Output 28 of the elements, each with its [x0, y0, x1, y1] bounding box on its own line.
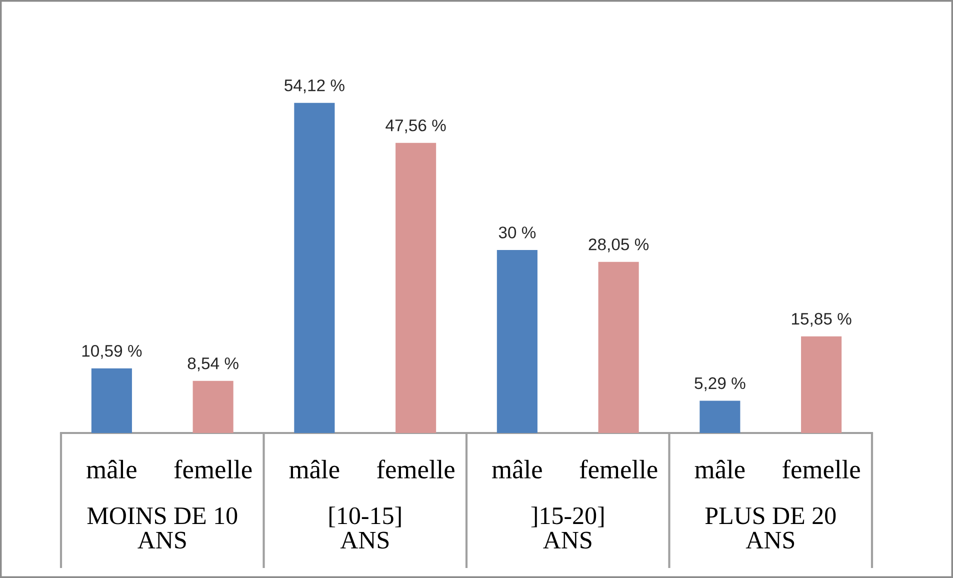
- bar: [801, 336, 842, 433]
- text: mâle: [694, 460, 745, 478]
- text: femelle: [377, 460, 454, 478]
- data-label: 10,59 %: [82, 344, 142, 359]
- data-label: 8,54 %: [188, 357, 238, 372]
- data-label: 5,29 %: [694, 377, 746, 392]
- x-tick-label: MOINS DE 10 ANS: [87, 507, 238, 549]
- bar: [294, 102, 335, 433]
- series-label: mâle: [492, 460, 542, 478]
- bar: [192, 380, 234, 433]
- bar: [91, 368, 132, 433]
- bar: [598, 262, 639, 433]
- data-label: 28,05 %: [588, 238, 649, 252]
- bar: [496, 250, 538, 433]
- text: mâle: [289, 460, 340, 478]
- text: femelle: [782, 460, 860, 478]
- data-label: 47,56 %: [386, 119, 446, 134]
- data-label: 30 %: [498, 226, 536, 238]
- bar: [396, 142, 436, 433]
- x-tick-label: ]15-20] ANS: [531, 506, 604, 549]
- bar: [700, 400, 740, 433]
- x-tick-label: PLUS DE 20 ANS: [705, 507, 836, 549]
- text: femelle: [580, 460, 658, 478]
- x-tick-label: [10-15] ANS: [329, 506, 401, 549]
- data-label: 15,85 %: [792, 312, 852, 327]
- text: mâle: [86, 460, 136, 478]
- data-label: 54,12 %: [284, 79, 344, 94]
- series-label: femelle: [174, 460, 252, 478]
